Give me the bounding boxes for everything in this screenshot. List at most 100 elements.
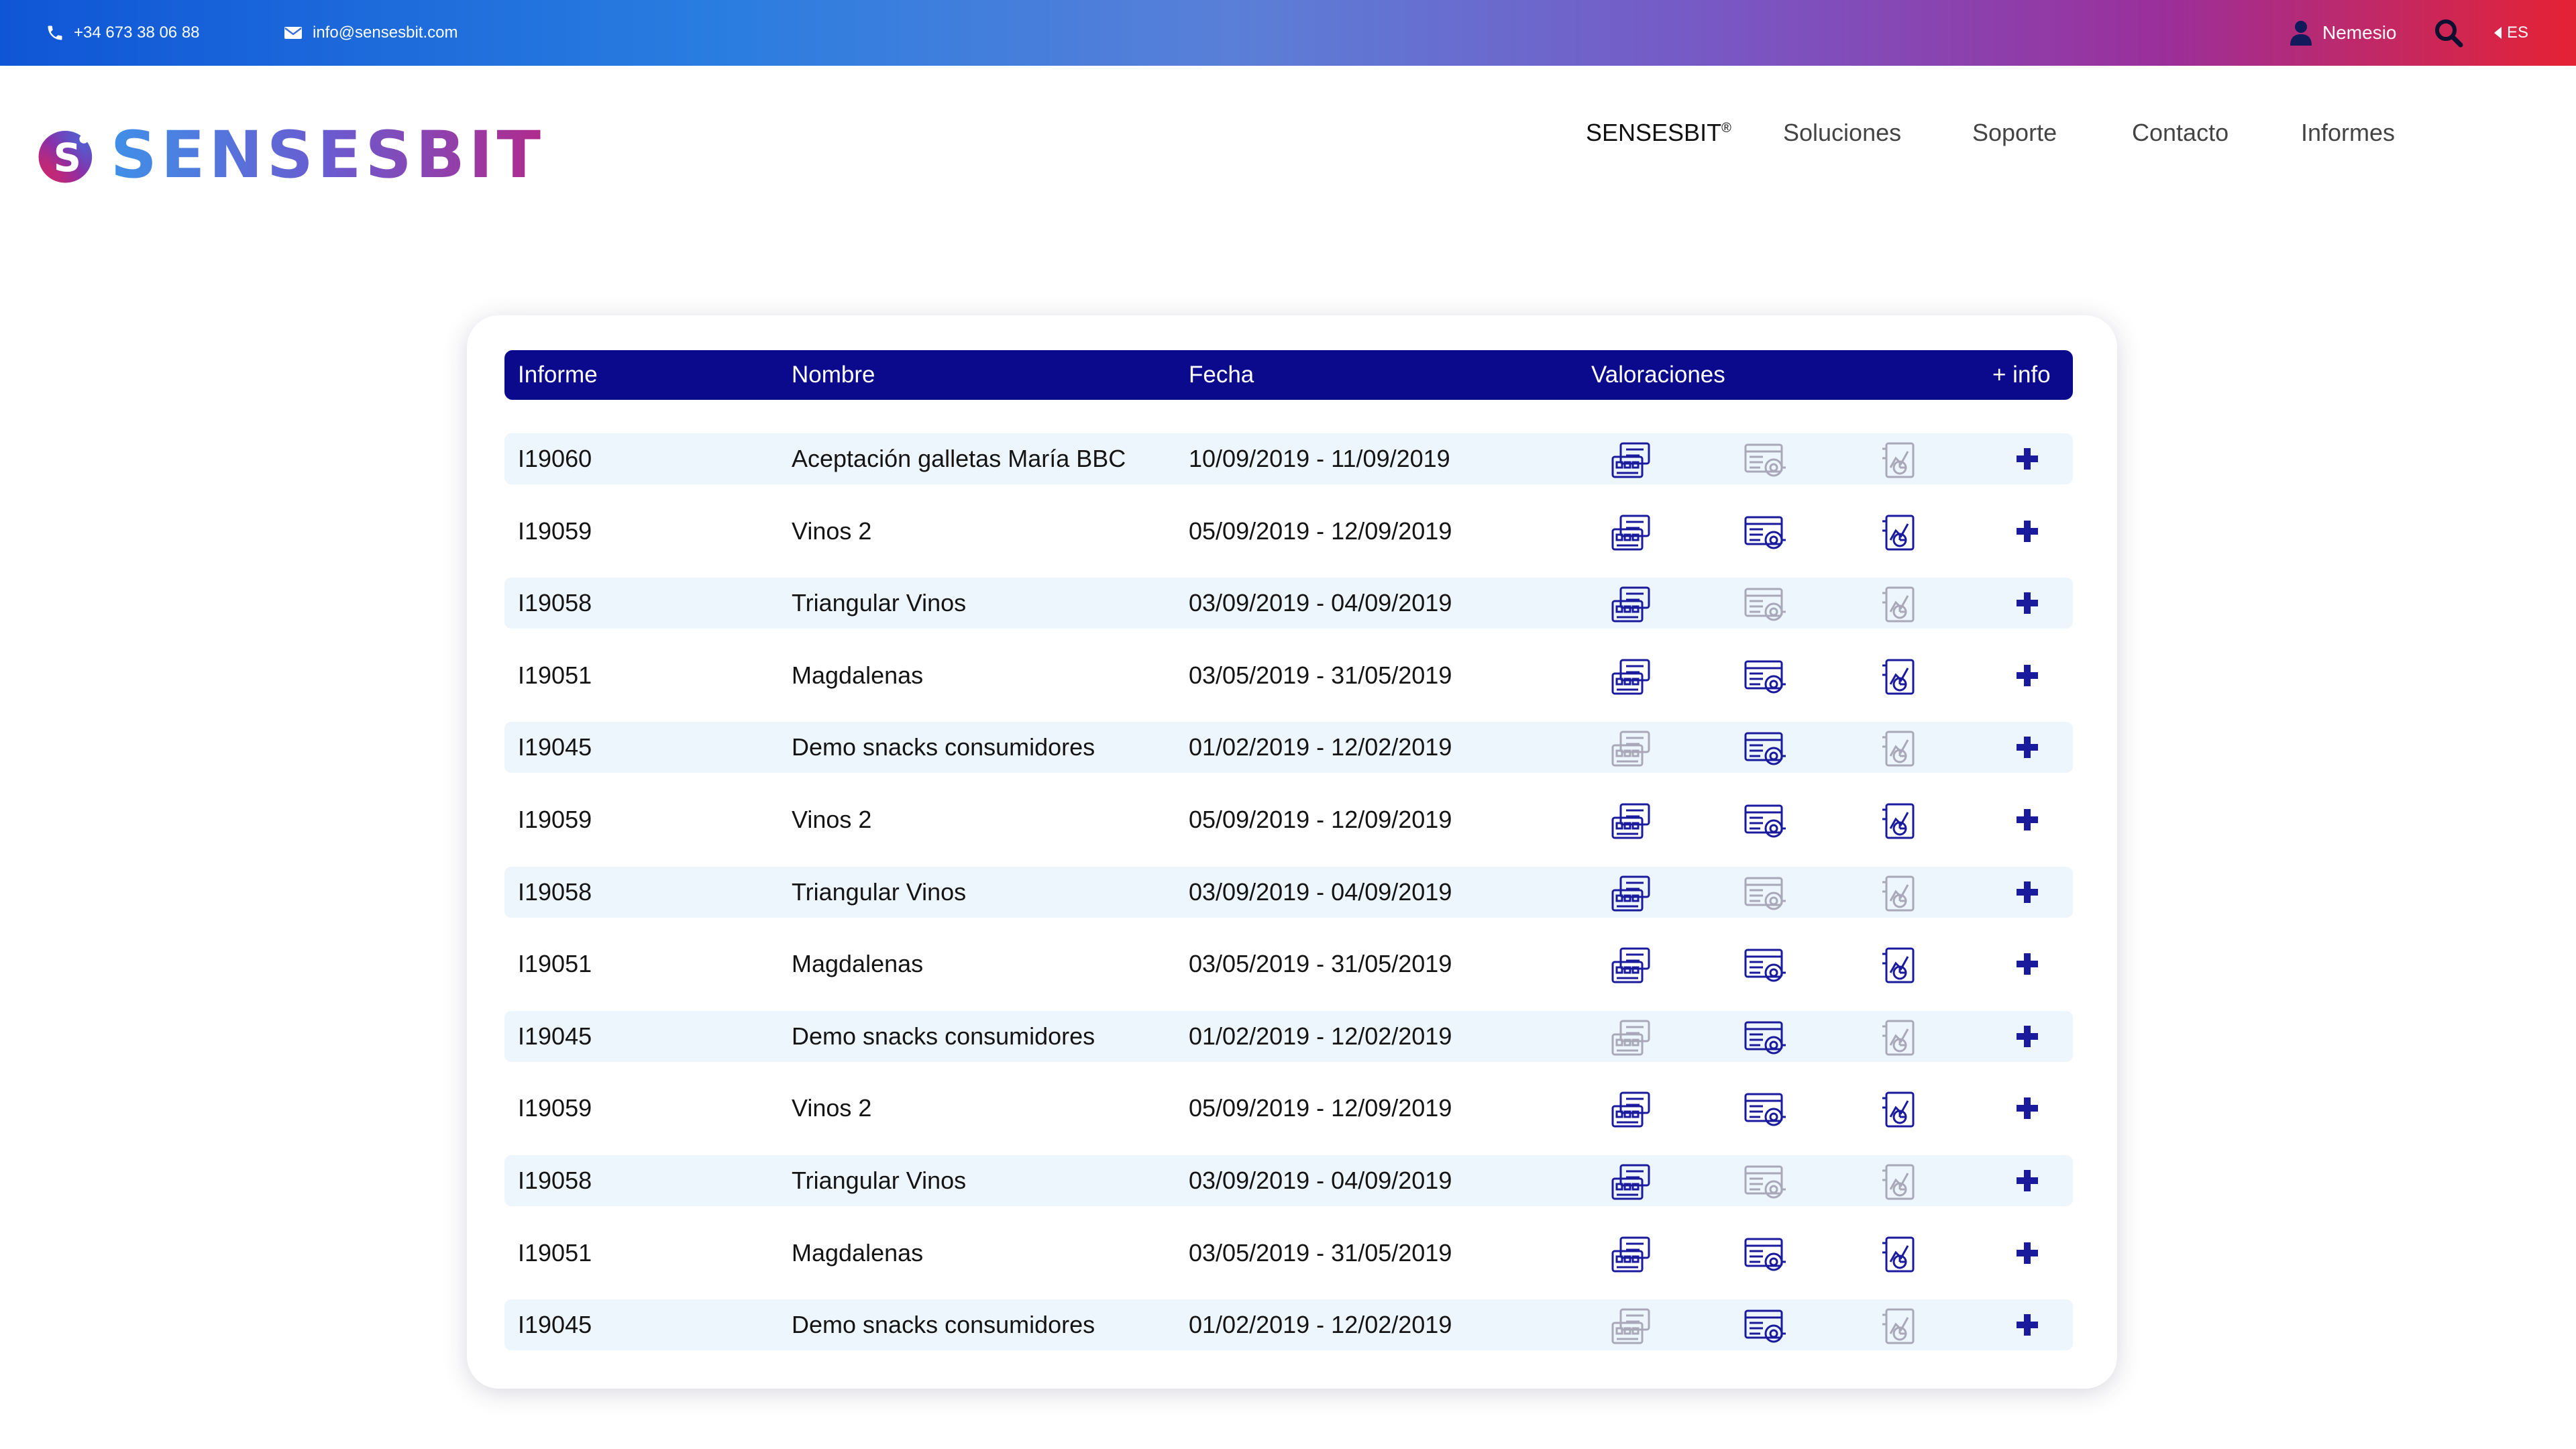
questionnaire-icon: [1607, 729, 1654, 769]
user-name: Nemesio: [2322, 22, 2397, 43]
questionnaire-icon[interactable]: [1607, 1162, 1654, 1202]
caret-left-icon: [2494, 27, 2502, 39]
analysis-report-icon[interactable]: [1741, 1306, 1788, 1346]
more-info-plus-icon[interactable]: [2007, 506, 2047, 557]
more-info-plus-icon[interactable]: [2007, 1155, 2047, 1206]
phone-icon: [48, 25, 62, 40]
report-id: I19060: [518, 445, 592, 472]
chart-report-icon[interactable]: [1876, 513, 1923, 553]
chart-report-icon: [1876, 1018, 1923, 1058]
questionnaire-icon[interactable]: [1607, 1089, 1654, 1130]
analysis-report-icon[interactable]: [1741, 801, 1788, 841]
table-row: I19045 Demo snacks consumidores 01/02/2019…: [504, 1299, 2073, 1351]
more-info-plus-icon[interactable]: [2007, 794, 2047, 845]
more-info-plus-icon[interactable]: [2007, 1083, 2047, 1134]
brand-name: SENSESBIT: [110, 117, 545, 193]
more-info-plus-icon[interactable]: [2007, 1299, 2047, 1350]
report-id: I19058: [518, 589, 592, 617]
email-link[interactable]: info@sensesbit.com: [283, 0, 458, 66]
chart-report-icon[interactable]: [1876, 1234, 1923, 1275]
analysis-report-icon: [1741, 1162, 1788, 1202]
top-bar: +34 673 38 06 88 info@sensesbit.com Neme…: [0, 0, 2576, 66]
nav-item-soluciones[interactable]: Soluciones: [1783, 119, 1902, 146]
search-button[interactable]: [2434, 0, 2473, 66]
report-date: 01/02/2019 - 12/02/2019: [1189, 1311, 1452, 1339]
report-id: I19059: [518, 806, 592, 833]
more-info-plus-icon[interactable]: [2007, 1228, 2047, 1279]
more-info-plus-icon[interactable]: [2007, 722, 2047, 773]
nav-item-soporte[interactable]: Soporte: [1972, 119, 2057, 146]
language-selector[interactable]: ES: [2494, 0, 2528, 66]
report-name: Triangular Vinos: [792, 877, 967, 906]
questionnaire-icon[interactable]: [1607, 873, 1654, 914]
questionnaire-icon[interactable]: [1607, 440, 1654, 480]
analysis-report-icon[interactable]: [1741, 513, 1788, 553]
header-more-info: + info: [1992, 362, 2051, 388]
report-date: 03/09/2019 - 04/09/2019: [1189, 1167, 1452, 1194]
more-info-plus-icon[interactable]: [2007, 867, 2047, 918]
analysis-report-icon: [1741, 873, 1788, 914]
report-name: Demo snacks consumidores: [792, 1311, 1095, 1339]
analysis-report-icon[interactable]: [1741, 1089, 1788, 1130]
analysis-report-icon[interactable]: [1741, 1234, 1788, 1275]
report-date: 03/05/2019 - 31/05/2019: [1189, 661, 1452, 689]
report-name: Vinos 2: [792, 806, 872, 833]
questionnaire-icon[interactable]: [1607, 657, 1654, 697]
more-info-plus-icon[interactable]: [2007, 433, 2047, 484]
header-nombre: Nombre: [792, 362, 875, 388]
chart-report-icon[interactable]: [1876, 945, 1923, 985]
report-id: I19051: [518, 661, 592, 689]
nav-item-sensesbit[interactable]: SENSESBIT®: [1586, 119, 1731, 146]
more-info-plus-icon[interactable]: [2007, 1011, 2047, 1062]
nav-item-informes[interactable]: Informes: [2301, 119, 2396, 146]
email-address: info@sensesbit.com: [313, 23, 458, 42]
chart-report-icon: [1876, 729, 1923, 769]
chart-report-icon: [1876, 440, 1923, 480]
brand-logo[interactable]: S SENSESBIT: [35, 99, 545, 211]
chart-report-icon: [1876, 1162, 1923, 1202]
table-row: I19058 Triangular Vinos 03/09/2019 - 04/09…: [504, 578, 2073, 629]
analysis-report-icon[interactable]: [1741, 729, 1788, 769]
report-date: 01/02/2019 - 12/02/2019: [1189, 1022, 1452, 1050]
mail-icon: [284, 27, 302, 39]
table-row: I19045 Demo snacks consumidores 01/02/2019…: [504, 722, 2073, 773]
table-header: Informe Nombre Fecha Valoraciones + info: [504, 350, 2073, 400]
analysis-report-icon[interactable]: [1741, 657, 1788, 697]
report-id: I19059: [518, 1094, 592, 1122]
report-id: I19051: [518, 1238, 592, 1267]
user-icon: [2290, 21, 2312, 46]
chart-report-icon: [1876, 873, 1923, 914]
chart-report-icon[interactable]: [1876, 801, 1923, 841]
questionnaire-icon[interactable]: [1607, 513, 1654, 553]
analysis-report-icon[interactable]: [1741, 945, 1788, 985]
chart-report-icon[interactable]: [1876, 657, 1923, 697]
questionnaire-icon[interactable]: [1607, 945, 1654, 985]
table-row: I19058 Triangular Vinos 03/09/2019 - 04/09…: [504, 866, 2073, 918]
report-id: I19059: [518, 517, 592, 545]
more-info-plus-icon[interactable]: [2007, 938, 2047, 989]
more-info-plus-icon[interactable]: [2007, 578, 2047, 629]
header-valoraciones: Valoraciones: [1591, 362, 1725, 388]
report-id: I19045: [518, 1311, 592, 1339]
report-name: Magdalenas: [792, 1238, 924, 1267]
report-id: I19058: [518, 1167, 592, 1194]
analysis-report-icon[interactable]: [1741, 1018, 1788, 1058]
more-info-plus-icon[interactable]: [2007, 650, 2047, 701]
phone-link[interactable]: +34 673 38 06 88: [46, 0, 200, 66]
questionnaire-icon[interactable]: [1607, 801, 1654, 841]
report-name: Triangular Vinos: [792, 589, 967, 617]
chart-report-icon[interactable]: [1876, 1089, 1923, 1130]
questionnaire-icon: [1607, 1018, 1654, 1058]
nav-item-contacto[interactable]: Contacto: [2132, 119, 2229, 146]
chart-report-icon: [1876, 1306, 1923, 1346]
questionnaire-icon[interactable]: [1607, 1234, 1654, 1275]
report-id: I19045: [518, 1022, 592, 1050]
report-name: Magdalenas: [792, 950, 924, 978]
report-id: I19058: [518, 877, 592, 906]
table-row: I19059 Vinos 2 05/09/2019 - 12/09/2019: [504, 506, 2073, 557]
user-menu[interactable]: Nemesio: [2289, 0, 2396, 66]
report-date: 05/09/2019 - 12/09/2019: [1189, 1094, 1452, 1122]
questionnaire-icon[interactable]: [1607, 584, 1654, 625]
analysis-report-icon: [1741, 440, 1788, 480]
language-label: ES: [2507, 23, 2529, 42]
